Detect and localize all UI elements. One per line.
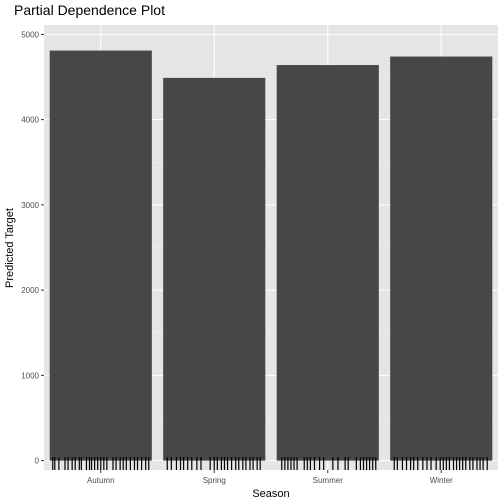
y-tick-label: 5000 bbox=[21, 30, 39, 39]
x-tick-label: Summer bbox=[313, 476, 344, 485]
bar-autumn bbox=[49, 50, 152, 461]
y-tick-label: 0 bbox=[35, 457, 40, 466]
y-tick-label: 3000 bbox=[21, 201, 39, 210]
x-tick-label: Spring bbox=[203, 476, 226, 485]
plot-panel bbox=[44, 25, 498, 470]
x-tick-label: Winter bbox=[430, 476, 453, 485]
bar-summer bbox=[276, 65, 379, 461]
y-tick-label: 2000 bbox=[21, 286, 39, 295]
y-tick-label: 4000 bbox=[21, 116, 39, 125]
x-tick-label: Autumn bbox=[87, 476, 115, 485]
bar-spring bbox=[163, 77, 266, 461]
y-axis-label: Predicted Target bbox=[4, 208, 16, 288]
y-tick-label: 1000 bbox=[21, 371, 39, 380]
chart-title: Partial Dependence Plot bbox=[14, 2, 165, 18]
bar-winter bbox=[390, 56, 493, 461]
x-axis-label: Season bbox=[252, 488, 289, 500]
